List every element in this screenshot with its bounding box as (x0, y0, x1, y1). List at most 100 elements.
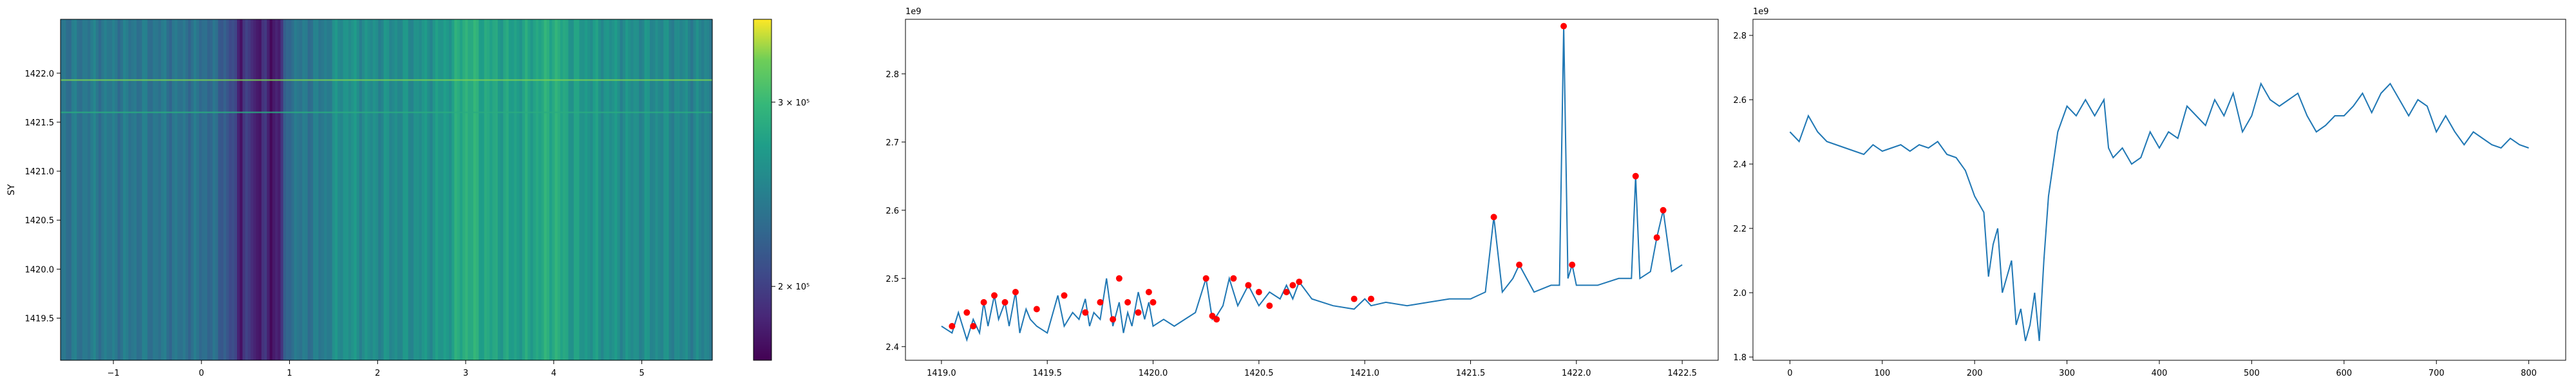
heatmap-column (264, 19, 268, 360)
heatmap-column (419, 19, 422, 360)
x-tick-label: 1422.0 (1562, 369, 1591, 378)
heatmap-column (560, 19, 564, 360)
heatmap-column (462, 19, 466, 360)
heatmap-column (310, 19, 314, 360)
heatmap-column (278, 19, 281, 360)
heatmap-column (131, 19, 135, 360)
heatmap-column (104, 19, 108, 360)
heatmap-highlight-row (61, 111, 712, 113)
heatmap-column (470, 19, 474, 360)
heatmap-column (563, 19, 566, 360)
heatmap-column (359, 19, 363, 360)
peak-marker (1632, 172, 1639, 179)
heatmap-column (421, 19, 425, 360)
heatmap-column (611, 19, 615, 360)
heatmap-column (652, 19, 656, 360)
heatmap-column (267, 19, 270, 360)
heatmap-column (438, 19, 441, 360)
heatmap-column (158, 19, 162, 360)
peak-marker (1001, 299, 1009, 306)
heatmap-column (552, 19, 556, 360)
heatmap-x-tick-label: 1 (287, 369, 292, 378)
heatmap-column (435, 19, 439, 360)
heatmap-column (329, 19, 333, 360)
heatmap-column (400, 19, 403, 360)
heatmap-column (568, 19, 572, 360)
peaks-chart-offset-label: 1e9 (905, 7, 922, 17)
heatmap-column (484, 19, 488, 360)
peaks-chart-series-line (941, 26, 1683, 342)
heatmap-column (671, 19, 675, 360)
peak-marker (1135, 309, 1142, 316)
heatmap-column (514, 19, 517, 360)
heatmap-column (503, 19, 507, 360)
heatmap-column (106, 19, 110, 360)
heatmap-column (139, 19, 143, 360)
heatmap-y-axis: 1419.5 1420.0 1420.5 1421.0 1421.5 1422.0 (25, 69, 61, 324)
heatmap-column (128, 19, 132, 360)
heatmap-column (142, 19, 146, 360)
heatmap-column (668, 19, 672, 360)
heatmap-column (595, 19, 599, 360)
heatmap-column (636, 19, 639, 360)
heatmap-column (182, 19, 186, 360)
x-tick-label: 400 (2152, 369, 2168, 378)
y-tick-label: 2.6 (886, 207, 899, 216)
heatmap-column (93, 19, 97, 360)
heatmap-column (115, 19, 118, 360)
peak-marker (1660, 207, 1667, 214)
heatmap-column (90, 19, 94, 360)
series-chart-y-axis: 1.8 2.0 2.2 2.4 2.6 2.8 (1733, 32, 1753, 363)
heatmap-y-tick-label: 1422.0 (25, 69, 55, 79)
heatmap-column (413, 19, 417, 360)
heatmap-column (343, 19, 346, 360)
heatmap-column (601, 19, 604, 360)
heatmap-column (112, 19, 115, 360)
heatmap-column (432, 19, 436, 360)
heatmap-column (655, 19, 659, 360)
heatmap-column (356, 19, 360, 360)
heatmap-column (476, 19, 479, 360)
heatmap-column (544, 19, 547, 360)
peak-marker (1061, 292, 1068, 299)
heatmap-column (468, 19, 471, 360)
heatmap-y-tick-label: 1420.5 (25, 216, 55, 226)
heatmap-column (410, 19, 414, 360)
colorbar-tick-label: 2 × 10⁵ (778, 282, 810, 292)
heatmap-column (84, 19, 88, 360)
heatmap-column (362, 19, 365, 360)
heatmap-column (630, 19, 634, 360)
x-tick-label: 100 (1874, 369, 1890, 378)
heatmap-column (223, 19, 227, 360)
heatmap-column (465, 19, 469, 360)
heatmap-column (582, 19, 585, 360)
heatmap-column (245, 19, 249, 360)
heatmap-column (394, 19, 398, 360)
peak-marker (1560, 23, 1567, 30)
heatmap-column (324, 19, 327, 360)
heatmap-column (557, 19, 561, 360)
heatmap-column (392, 19, 395, 360)
heatmap-column (457, 19, 460, 360)
heatmap-column (650, 19, 653, 360)
heatmap-column (666, 19, 670, 360)
heatmap-column (693, 19, 697, 360)
heatmap-column (199, 19, 202, 360)
heatmap-column (489, 19, 493, 360)
heatmap-column (61, 19, 64, 360)
heatmap-column (614, 19, 618, 360)
heatmap-column (592, 19, 596, 360)
heatmap-column (682, 19, 686, 360)
heatmap-column (622, 19, 626, 360)
peaks-chart-y-axis: 2.4 2.5 2.6 2.7 2.8 (886, 70, 905, 353)
peaks-chart-x-axis: 1419.0 1419.5 1420.0 1420.5 1421.0 1421.5 1422… (927, 360, 1697, 378)
heatmap-column (305, 19, 308, 360)
y-tick-label: 2.2 (1733, 225, 1747, 234)
heatmap-column (541, 19, 545, 360)
heatmap-column (332, 19, 336, 360)
heatmap-column (334, 19, 338, 360)
heatmap-column (171, 19, 175, 360)
heatmap-column (275, 19, 278, 360)
heatmap-highlight-row (61, 79, 712, 81)
